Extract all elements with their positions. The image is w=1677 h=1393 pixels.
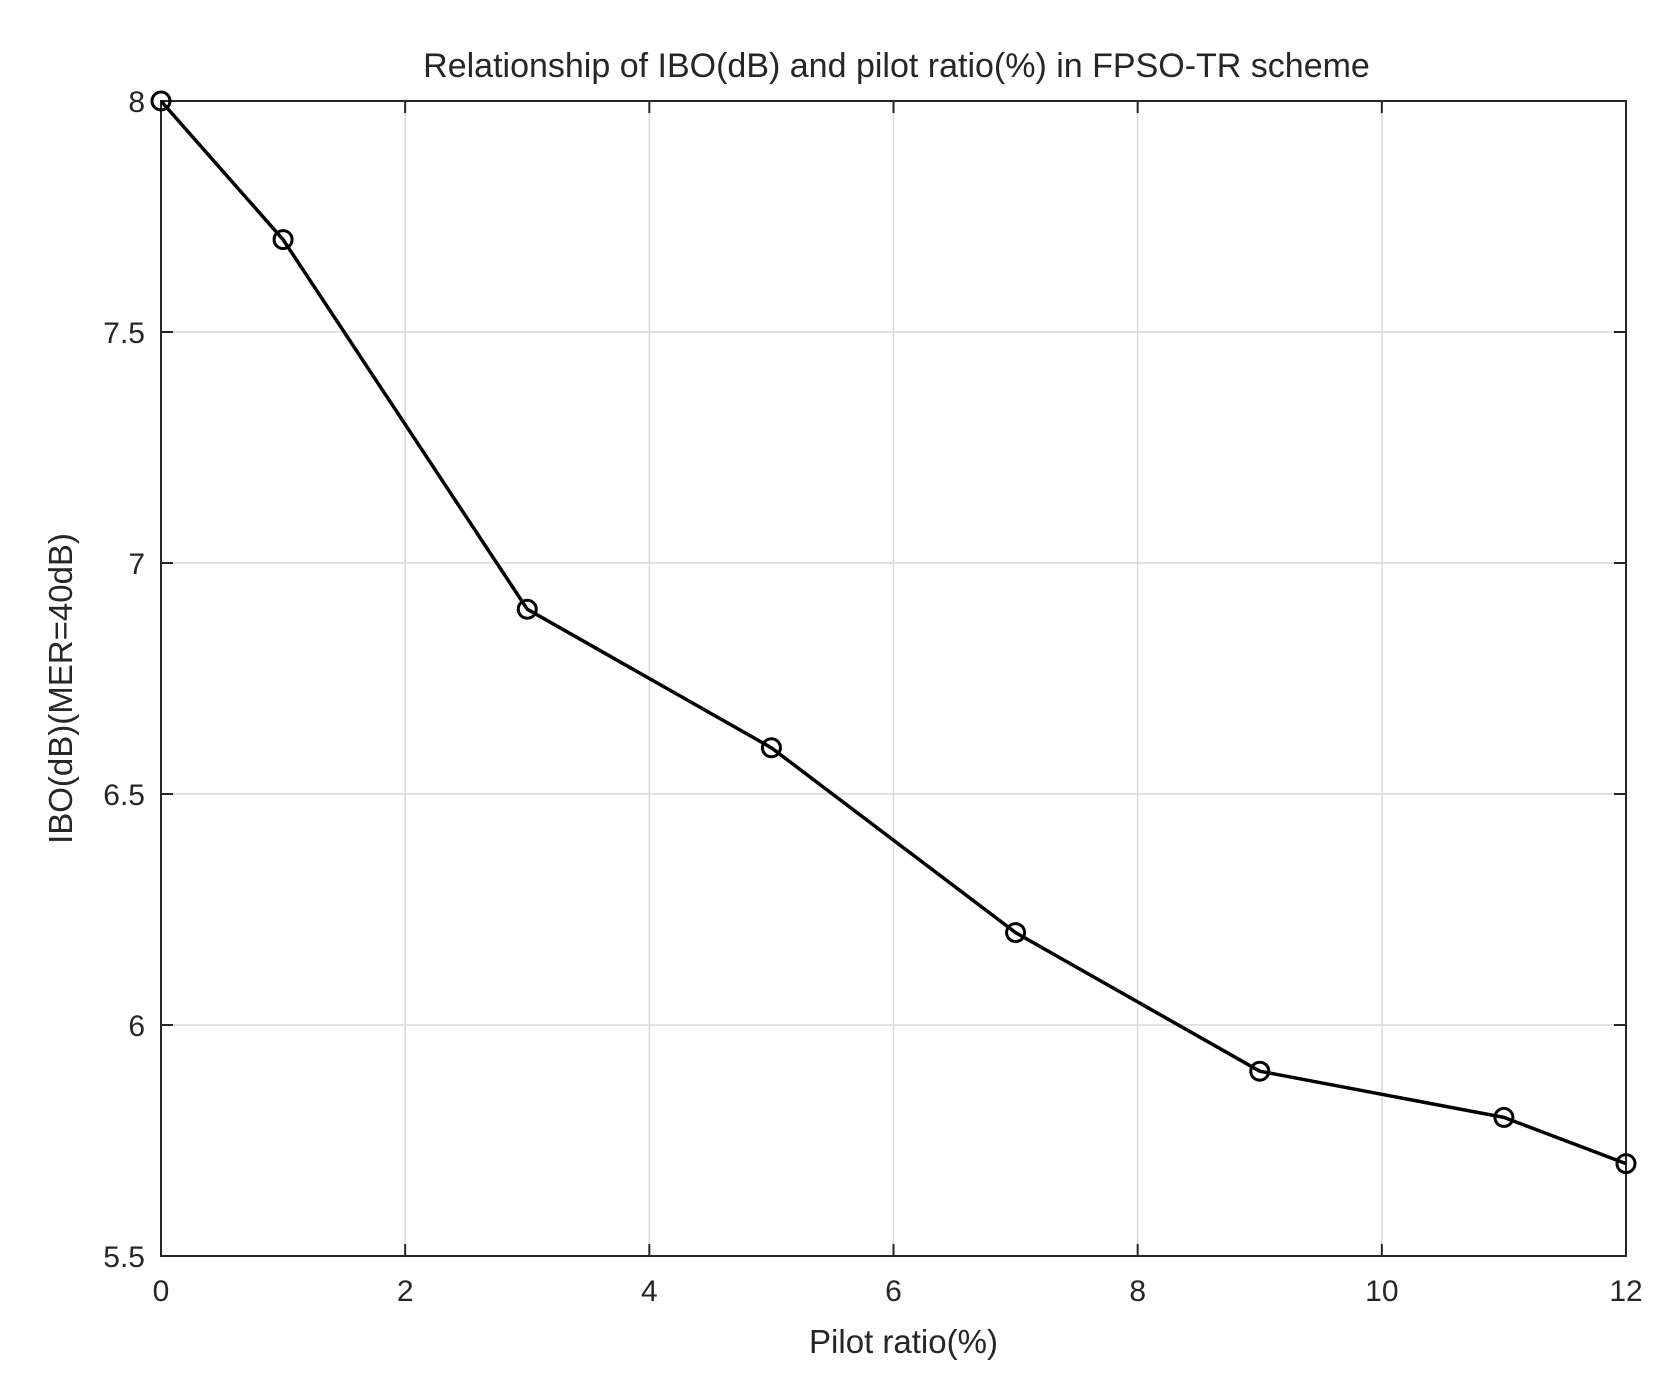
x-tick-label: 10 <box>1365 1275 1398 1308</box>
data-point-marker <box>760 737 782 759</box>
x-tick-label: 8 <box>1129 1275 1146 1308</box>
y-tick-label: 7 <box>128 548 145 581</box>
x-axis-tick-labels: 0 2 4 6 8 10 12 <box>153 1275 1643 1308</box>
y-tick-label: 6.5 <box>103 779 145 812</box>
y-tick-label: 5.5 <box>103 1241 145 1274</box>
data-point-marker <box>1249 1060 1271 1082</box>
y-axis-title: IBO(dB)(MER=40dB) <box>42 533 79 844</box>
x-tick-label: 6 <box>885 1275 902 1308</box>
chart-title: Relationship of IBO(dB) and pilot ratio(… <box>423 47 1370 85</box>
data-point-marker <box>1005 922 1027 944</box>
data-point-marker <box>1493 1106 1515 1128</box>
x-tick-label: 4 <box>641 1275 658 1308</box>
data-series <box>150 90 1637 1175</box>
series-line <box>159 99 1627 1166</box>
x-axis-title: Pilot ratio(%) <box>809 1323 998 1360</box>
data-point-marker <box>272 229 294 251</box>
y-tick-label: 7.5 <box>103 317 145 350</box>
x-tick-label: 12 <box>1609 1275 1642 1308</box>
y-tick-label: 8 <box>128 86 145 119</box>
x-tick-label: 0 <box>153 1275 170 1308</box>
data-point-marker <box>1615 1153 1637 1175</box>
data-point-marker <box>150 90 172 112</box>
x-tick-label: 2 <box>397 1275 414 1308</box>
data-point-marker <box>516 598 538 620</box>
y-axis-tick-labels: 5.5 6 6.5 7 7.5 8 <box>103 86 145 1274</box>
axis-ticks <box>160 100 1627 1257</box>
y-tick-label: 6 <box>128 1010 145 1043</box>
